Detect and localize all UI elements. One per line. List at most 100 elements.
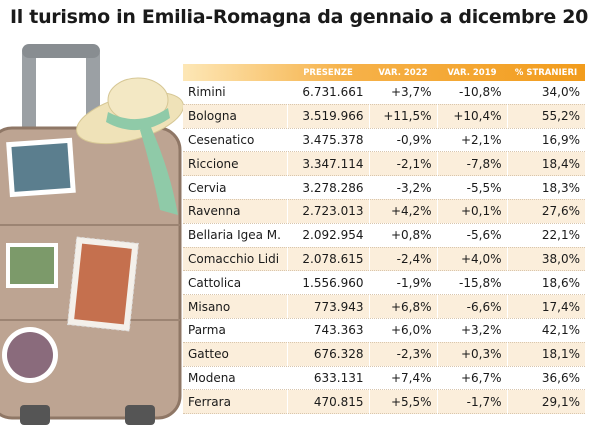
cell-value: 676.328 (286, 342, 369, 367)
cell-value: -1,7% (436, 389, 507, 415)
table-row: Misano 773.943 +6,8% -6,6% 17,4% (183, 294, 585, 319)
cell-value: 42,1% (506, 318, 585, 343)
postcard-photo (10, 247, 54, 284)
wheel (20, 405, 50, 425)
stamp-photo (74, 243, 132, 325)
city-name: Cesenatico (183, 128, 287, 153)
cell-value: 2.078.615 (286, 247, 369, 272)
cell-value: 3.347.114 (286, 151, 369, 177)
postcard-photo (11, 143, 71, 192)
city-name: Bologna (183, 104, 287, 129)
column-header: VAR. 2022 (378, 67, 428, 78)
cell-value: -7,8% (436, 151, 507, 177)
table-row: Gatteo 676.328 -2,3% +0,3% 18,1% (183, 342, 585, 367)
city-name: Ferrara (183, 389, 287, 415)
table-body: Rimini 6.731.661 +3,7% -10,8% 34,0% Bologna 3.… (183, 81, 585, 415)
table-row: Ravenna 2.723.013 +4,2% +0,1% 27,6% (183, 199, 585, 224)
tourism-table: PRESENZE VAR. 2022 VAR. 2019 % STRANIERI Ri… (183, 64, 585, 415)
cell-value: -5,6% (436, 223, 507, 248)
city-name: Comacchio Lidi (183, 247, 287, 272)
table-row: Cesenatico 3.475.378 -0,9% +2,1% 16,9% (183, 128, 585, 153)
cell-value: 2.723.013 (286, 199, 369, 224)
cell-value: +3,2% (436, 318, 507, 343)
cell-value: 18,4% (506, 151, 585, 177)
header-row: PRESENZE VAR. 2022 VAR. 2019 % STRANIERI (183, 64, 585, 81)
table-row: Bologna 3.519.966 +11,5% +10,4% 55,2% (183, 104, 585, 129)
cell-value: 22,1% (506, 223, 585, 248)
cell-value: -15,8% (436, 270, 507, 296)
city-name: Parma (183, 318, 287, 343)
cell-value: +6,7% (436, 366, 507, 391)
cell-value: -0,9% (368, 128, 437, 153)
city-name: Riccione (183, 151, 287, 177)
cell-value: +0,8% (368, 223, 437, 248)
city-name: Cervia (183, 175, 287, 200)
city-name: Ravenna (183, 199, 287, 224)
cell-value: -10,8% (436, 81, 507, 105)
column-header: VAR. 2019 (447, 67, 497, 78)
cell-value: -5,5% (436, 175, 507, 200)
cell-value: 773.943 (286, 294, 369, 319)
cell-value: 3.475.378 (286, 128, 369, 153)
cell-value: 36,6% (506, 366, 585, 391)
cell-value: 18,1% (506, 342, 585, 367)
city-name: Cattolica (183, 270, 287, 296)
cell-value: -1,9% (368, 270, 437, 296)
table-row: Rimini 6.731.661 +3,7% -10,8% 34,0% (183, 81, 585, 105)
table-row: Bellaria Igea M. 2.092.954 +0,8% -5,6% 22,1% (183, 223, 585, 248)
cell-value: 1.556.960 (286, 270, 369, 296)
header-corner (183, 64, 287, 81)
handle (22, 48, 36, 138)
table-row: Ferrara 470.815 +5,5% -1,7% 29,1% (183, 389, 585, 415)
cell-value: +11,5% (368, 104, 437, 129)
cell-value: -2,1% (368, 151, 437, 177)
cell-value: 34,0% (506, 81, 585, 105)
cell-value: 3.519.966 (286, 104, 369, 129)
cell-value: 470.815 (286, 389, 369, 415)
city-name: Misano (183, 294, 287, 319)
cell-value: -3,2% (368, 175, 437, 200)
title: Il turismo in Emilia-Romagna da gennaio … (10, 6, 589, 28)
handle (22, 44, 100, 58)
city-name: Modena (183, 366, 287, 391)
cell-value: +4,2% (368, 199, 437, 224)
hat-ribbon (140, 125, 178, 215)
cell-value: 18,3% (506, 175, 585, 200)
cell-value: 2.092.954 (286, 223, 369, 248)
cell-value: 38,0% (506, 247, 585, 272)
cell-value: 3.278.286 (286, 175, 369, 200)
cell-value: 17,4% (506, 294, 585, 319)
city-name: Rimini (183, 81, 287, 105)
table-row: Comacchio Lidi 2.078.615 -2,4% +4,0% 38,0% (183, 247, 585, 272)
cell-value: 6.731.661 (286, 81, 369, 105)
cell-value: -6,6% (436, 294, 507, 319)
table-row: Cervia 3.278.286 -3,2% -5,5% 18,3% (183, 175, 585, 200)
cell-value: +7,4% (368, 366, 437, 391)
cell-value: +4,0% (436, 247, 507, 272)
table-row: Cattolica 1.556.960 -1,9% -15,8% 18,6% (183, 270, 585, 296)
cell-value: +10,4% (436, 104, 507, 129)
cell-value: +3,7% (368, 81, 437, 105)
cell-value: +0,1% (436, 199, 507, 224)
cell-value: +5,5% (368, 389, 437, 415)
cell-value: 29,1% (506, 389, 585, 415)
cell-value: -2,3% (368, 342, 437, 367)
suitcase-illustration (0, 44, 184, 425)
hat-ribbon (106, 108, 170, 131)
cell-value: 743.363 (286, 318, 369, 343)
cell-value: +2,1% (436, 128, 507, 153)
table-row: Parma 743.363 +6,0% +3,2% 42,1% (183, 318, 585, 343)
table-row: Modena 633.131 +7,4% +6,7% 36,6% (183, 366, 585, 391)
column-header: % STRANIERI (514, 67, 578, 78)
city-name: Gatteo (183, 342, 287, 367)
cell-value: 55,2% (506, 104, 585, 129)
cell-value: 27,6% (506, 199, 585, 224)
cell-value: -2,4% (368, 247, 437, 272)
cell-value: +0,3% (436, 342, 507, 367)
column-header: PRESENZE (303, 67, 353, 78)
cell-value: 16,9% (506, 128, 585, 153)
cell-value: +6,0% (368, 318, 437, 343)
cell-value: 18,6% (506, 270, 585, 296)
badge-photo (7, 332, 53, 378)
